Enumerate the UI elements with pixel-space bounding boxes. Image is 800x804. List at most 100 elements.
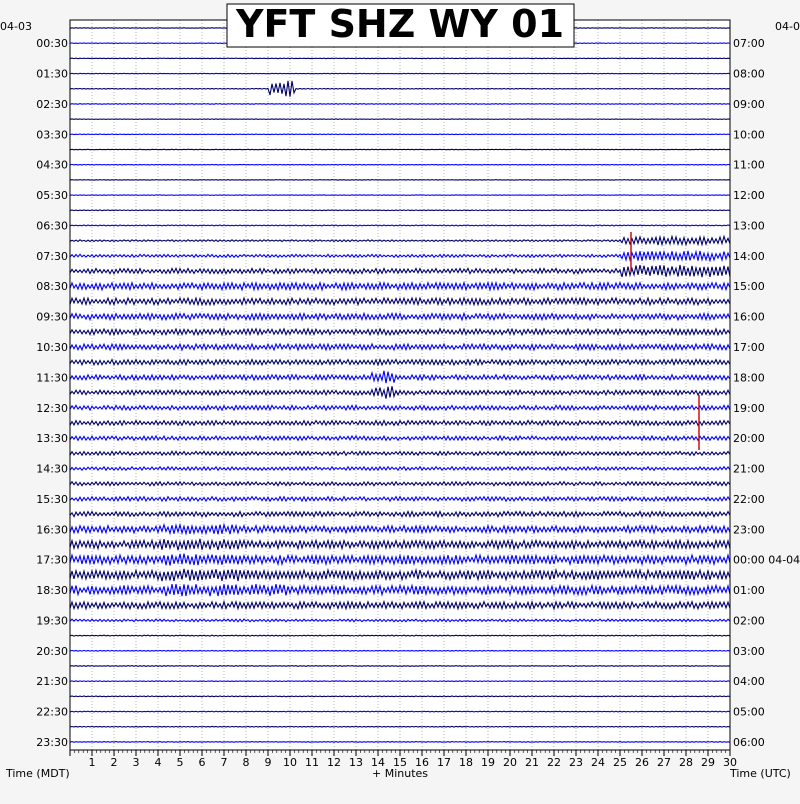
trace-line bbox=[69, 118, 731, 120]
minute-axis: 1 2 3 4 5 6 7 8 9 10 11 12 13 14 15 16 17 18 19 20 21 22 23 24 2… bbox=[69, 750, 737, 769]
trace-line bbox=[69, 725, 731, 728]
trace-line bbox=[69, 618, 731, 623]
minute-tick-label: 6 bbox=[199, 756, 206, 769]
minute-tick-label: 25 bbox=[613, 756, 627, 769]
trace-line bbox=[69, 649, 731, 652]
trace-line bbox=[69, 510, 731, 519]
mdt-tick-label: 13:30 bbox=[36, 432, 68, 445]
minute-tick-label: 14 bbox=[371, 756, 385, 769]
trace-line bbox=[69, 280, 731, 292]
mdt-tick-label: 12:30 bbox=[36, 402, 68, 415]
trace-line bbox=[69, 567, 731, 582]
mdt-tick-label: 10:30 bbox=[36, 341, 68, 354]
utc-tick-label: 17:00 bbox=[733, 341, 765, 354]
mdt-tick-label: 23:30 bbox=[36, 736, 68, 749]
minute-tick-label: 26 bbox=[635, 756, 649, 769]
x-axis-label: + Minutes bbox=[372, 767, 428, 780]
trace-line bbox=[69, 148, 731, 151]
mdt-tick-label: 07:30 bbox=[36, 250, 68, 263]
trace-line bbox=[69, 665, 731, 667]
mdt-tick-label: 21:30 bbox=[36, 675, 68, 688]
trace-line bbox=[69, 538, 731, 551]
utc-tick-label: 12:00 bbox=[733, 189, 765, 202]
minute-tick-label: 16 bbox=[415, 756, 429, 769]
mdt-tick-label: 19:30 bbox=[36, 614, 68, 627]
mdt-tick-label: 01:30 bbox=[36, 68, 68, 81]
trace-line bbox=[69, 179, 731, 181]
utc-tick-label: 05:00 bbox=[733, 706, 765, 719]
minute-tick-label: 28 bbox=[679, 756, 693, 769]
plot-area bbox=[70, 20, 730, 750]
right-axis-label: Time (UTC) bbox=[729, 767, 791, 780]
utc-tick-label: 22:00 bbox=[733, 493, 765, 506]
trace-line bbox=[69, 72, 731, 75]
mdt-tick-label: 04:30 bbox=[36, 159, 68, 172]
utc-tick-label: 09:00 bbox=[733, 98, 765, 111]
trace-line bbox=[69, 370, 731, 384]
chart-title: YFT SHZ WY 01 bbox=[235, 2, 564, 46]
trace-line bbox=[69, 740, 731, 743]
minute-tick-label: 21 bbox=[525, 756, 539, 769]
trace-line bbox=[69, 80, 731, 97]
utc-tick-label: 14:00 bbox=[733, 250, 765, 263]
mdt-tick-label: 09:30 bbox=[36, 311, 68, 324]
trace-line bbox=[69, 163, 731, 166]
mdt-tick-label: 22:30 bbox=[36, 706, 68, 719]
minute-tick-label: 27 bbox=[657, 756, 671, 769]
trace-line bbox=[69, 342, 731, 352]
utc-tick-label: 20:00 bbox=[733, 432, 765, 445]
minute-tick-label: 2 bbox=[111, 756, 118, 769]
mdt-tick-label: 05:30 bbox=[36, 189, 68, 202]
trace-line bbox=[69, 710, 731, 713]
trace-group bbox=[69, 27, 731, 743]
minute-tick-label: 9 bbox=[265, 756, 272, 769]
trace-line bbox=[69, 480, 731, 487]
utc-tick-label: 08:00 bbox=[733, 68, 765, 81]
trace-line bbox=[69, 553, 731, 567]
trace-line bbox=[69, 695, 731, 698]
minute-tick-label: 22 bbox=[547, 756, 561, 769]
trace-line bbox=[69, 194, 731, 196]
minute-tick-label: 5 bbox=[177, 756, 184, 769]
trace-line bbox=[69, 419, 731, 427]
trace-line bbox=[69, 103, 731, 106]
trace-line bbox=[69, 234, 731, 247]
trace-line bbox=[69, 404, 731, 412]
mdt-tick-label: 02:30 bbox=[36, 98, 68, 111]
trace-line bbox=[69, 465, 731, 473]
utc-tick-label: 23:00 bbox=[733, 523, 765, 536]
minute-tick-label: 15 bbox=[393, 756, 407, 769]
utc-tick-label: 16:00 bbox=[733, 311, 765, 324]
trace-line bbox=[69, 264, 731, 278]
mdt-tick-label: 20:30 bbox=[36, 645, 68, 658]
trace-line bbox=[69, 57, 731, 60]
mdt-tick-label: 11:30 bbox=[36, 371, 68, 384]
left-axis-label: Time (MDT) bbox=[5, 767, 70, 780]
minute-tick-label: 4 bbox=[155, 756, 162, 769]
minute-tick-label: 3 bbox=[133, 756, 140, 769]
trace-line bbox=[69, 386, 731, 399]
utc-tick-label: 15:00 bbox=[733, 280, 765, 293]
utc-tick-label: 00:00 04-04 bbox=[733, 554, 800, 567]
minute-tick-label: 10 bbox=[283, 756, 297, 769]
minute-tick-label: 7 bbox=[221, 756, 228, 769]
left-date-label: 04-03 bbox=[0, 20, 32, 33]
trace-line bbox=[69, 450, 731, 458]
trace-line bbox=[69, 522, 731, 536]
utc-tick-label: 04:00 bbox=[733, 675, 765, 688]
utc-tick-label: 07:00 bbox=[733, 37, 765, 50]
minute-tick-label: 30 bbox=[723, 756, 737, 769]
utc-tick-label: 02:00 bbox=[733, 614, 765, 627]
trace-line bbox=[69, 434, 731, 442]
minute-tick-label: 1 bbox=[89, 756, 96, 769]
mdt-tick-label: 00:30 bbox=[36, 37, 68, 50]
trace-line bbox=[69, 357, 731, 367]
utc-tick-label: 21:00 bbox=[733, 463, 765, 476]
trace-line bbox=[69, 249, 731, 263]
minute-tick-label: 29 bbox=[701, 756, 715, 769]
utc-tick-label: 13:00 bbox=[733, 219, 765, 232]
mdt-tick-label: 06:30 bbox=[36, 219, 68, 232]
utc-tick-label: 11:00 bbox=[733, 159, 765, 172]
trace-line bbox=[69, 296, 731, 307]
